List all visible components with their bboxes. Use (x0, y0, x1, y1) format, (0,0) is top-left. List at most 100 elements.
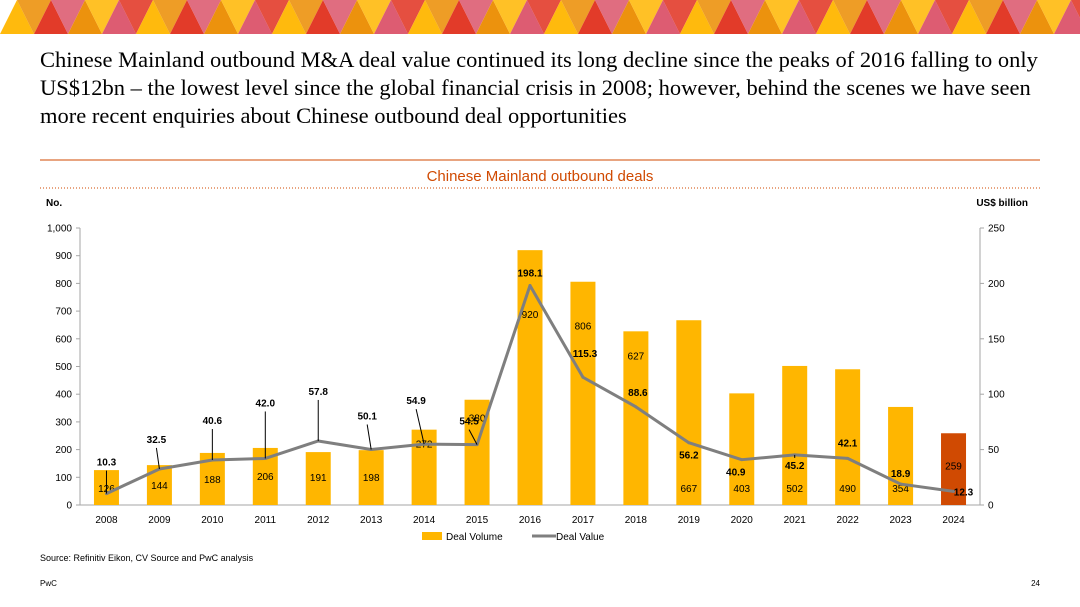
banner-triangle (1071, 0, 1080, 18)
line-value-label: 42.1 (838, 438, 858, 449)
bar-deal-volume (729, 393, 755, 505)
page-headline: Chinese Mainland outbound M&A deal value… (40, 47, 1038, 128)
banner-triangle (357, 0, 391, 34)
line-value-label: 45.2 (785, 461, 805, 472)
x-tick-label: 2013 (360, 515, 383, 526)
point-deal-value (687, 441, 691, 445)
banner-triangle (391, 0, 425, 34)
banner-triangle (340, 0, 374, 34)
banner-triangle (204, 0, 238, 34)
x-tick-label: 2022 (837, 515, 860, 526)
bar-value-label: 667 (680, 484, 697, 495)
banner-triangle (561, 0, 595, 34)
right-tick-label: 100 (988, 390, 1005, 401)
banner-triangle (867, 0, 901, 34)
banner-triangle (442, 0, 476, 34)
x-tick-label: 2018 (625, 515, 648, 526)
line-label-leader (366, 424, 372, 450)
line-value-label: 115.3 (573, 349, 598, 360)
bar-value-label: 144 (151, 481, 168, 492)
left-tick-label: 800 (55, 279, 72, 290)
bar-deal-volume (835, 369, 861, 505)
bar-value-label: 188 (204, 475, 221, 486)
banner-triangle (0, 0, 34, 34)
banner-triangle (918, 0, 952, 34)
right-axis-label: US$ billion (976, 198, 1028, 209)
x-tick-label: 2014 (413, 515, 436, 526)
banner-triangle (799, 0, 833, 34)
banner-triangle (85, 0, 119, 34)
banner-triangle (901, 0, 935, 34)
bar-deal-volume (782, 365, 808, 505)
banner-triangle (1037, 0, 1071, 34)
banner-triangle (527, 0, 561, 34)
banner-triangle (68, 0, 102, 34)
banner-triangle (34, 0, 68, 34)
banner-triangle (765, 0, 799, 34)
banner-triangle (17, 0, 51, 34)
banner-triangle (272, 0, 306, 34)
x-tick-label: 2012 (307, 515, 330, 526)
bar-value-label: 380 (469, 414, 486, 425)
decorative-banner (0, 0, 1080, 34)
point-deal-value (952, 489, 956, 493)
left-tick-label: 600 (55, 334, 72, 345)
line-value-label: 18.9 (891, 469, 911, 480)
banner-triangle (646, 0, 680, 34)
left-tick-label: 300 (55, 417, 72, 428)
bar-value-label: 206 (257, 472, 274, 483)
banner-triangle (629, 0, 663, 34)
line-value-label: 54.9 (406, 396, 426, 407)
banner-triangle (510, 0, 544, 34)
bar-value-label: 920 (522, 310, 539, 321)
point-deal-value (581, 375, 585, 379)
banner-triangle (748, 0, 782, 34)
bar-deal-volume (305, 452, 331, 505)
banner-triangle (153, 0, 187, 34)
point-deal-value (528, 284, 532, 288)
line-value-label: 40.9 (726, 468, 746, 479)
banner-triangle (782, 0, 816, 34)
bar-value-label: 806 (575, 322, 592, 333)
bar-deal-volume (941, 433, 967, 505)
chart-title: Chinese Mainland outbound deals (427, 168, 654, 185)
banner-triangle (850, 0, 884, 34)
x-tick-label: 2023 (889, 515, 912, 526)
line-label-leader (415, 409, 425, 445)
right-tick-label: 250 (988, 224, 1005, 235)
bar-deal-volume (517, 250, 543, 505)
point-deal-value (634, 405, 638, 409)
banner-triangle (952, 0, 986, 34)
banner-triangle (493, 0, 527, 34)
banner-triangle (833, 0, 867, 34)
bar-value-label: 627 (628, 351, 645, 362)
x-tick-label: 2015 (466, 515, 489, 526)
line-value-label: 56.2 (679, 451, 699, 462)
banner-triangle (476, 0, 510, 34)
banner-triangle (255, 0, 289, 34)
right-tick-label: 0 (988, 501, 994, 512)
left-tick-label: 0 (66, 501, 72, 512)
legend-label-deal-value: Deal Value (556, 532, 605, 543)
left-tick-label: 1,000 (47, 224, 72, 235)
x-tick-label: 2020 (731, 515, 754, 526)
left-tick-label: 900 (55, 251, 72, 262)
left-axis-label: No. (46, 198, 62, 209)
line-value-label: 32.5 (147, 435, 167, 446)
line-value-label: 12.3 (954, 487, 974, 498)
banner-triangle (663, 0, 697, 34)
banner-triangle (731, 0, 765, 34)
banner-triangle (544, 0, 578, 34)
x-tick-label: 2008 (95, 515, 118, 526)
bar-deal-volume (623, 331, 649, 505)
page-number: 24 (1031, 579, 1040, 588)
line-value-label: 198.1 (517, 269, 542, 280)
right-tick-label: 150 (988, 334, 1005, 345)
x-tick-label: 2011 (255, 515, 277, 526)
line-value-label: 57.8 (309, 387, 329, 398)
banner-triangle (1054, 0, 1080, 34)
bar-value-label: 403 (733, 484, 750, 495)
chart: Chinese Mainland outbound deals No. US$ … (40, 159, 1040, 543)
banner-triangle (102, 0, 136, 34)
right-tick-label: 50 (988, 445, 1000, 456)
